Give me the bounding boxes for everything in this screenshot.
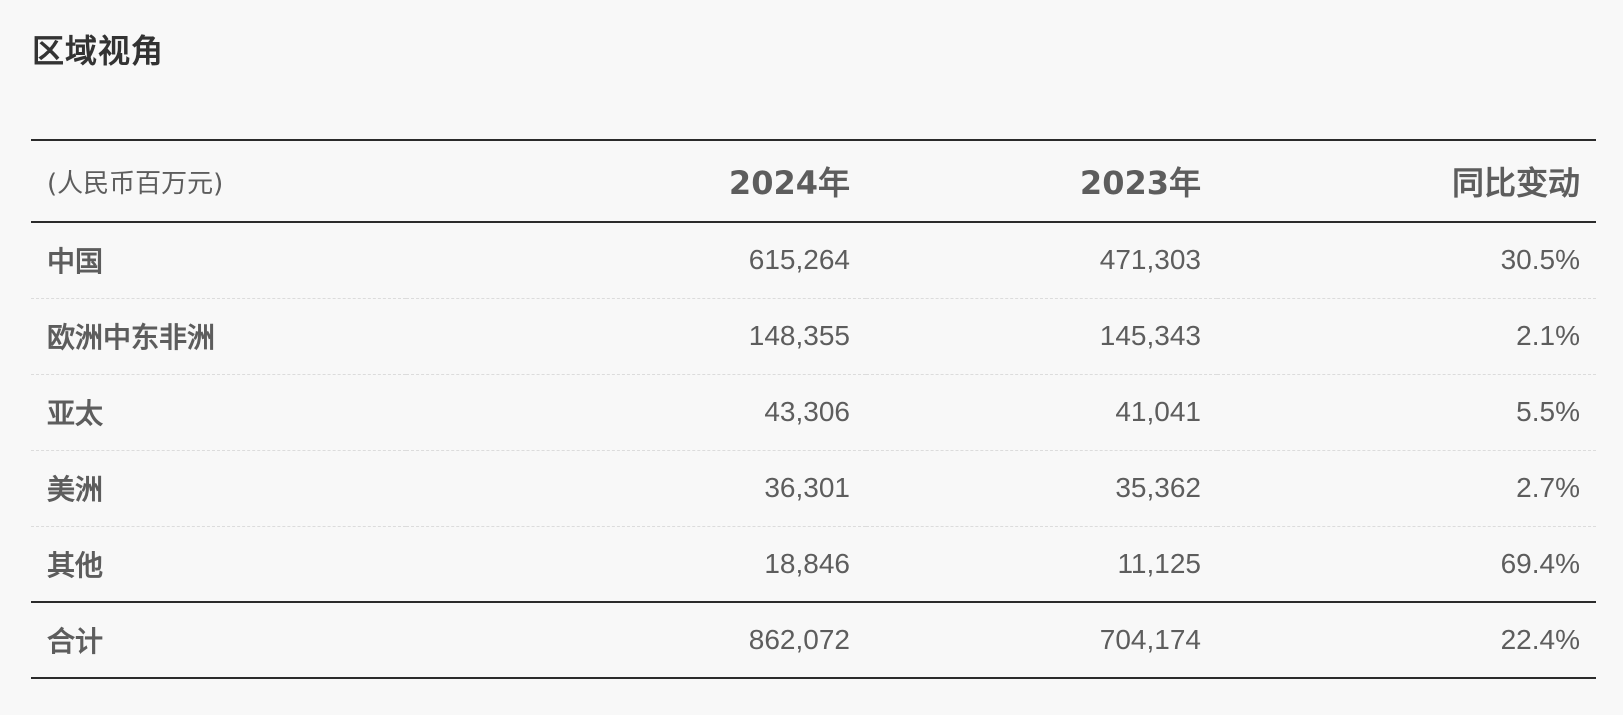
year-2023-header: 2023年 [1079,164,1201,202]
table-row: 欧洲中东非洲 148,355 145,343 2.1% [31,298,1596,374]
table-row: 亚太 43,306 41,041 5.5% [31,374,1596,450]
value-2023: 41,041 [1115,396,1201,427]
value-2023: 11,125 [1117,547,1201,579]
year-2024-header: 2024年 [728,164,850,202]
table-row: 美洲 36,301 35,362 2.7% [31,450,1596,526]
total-label: 合计 [47,625,104,658]
value-2023: 471,303 [1099,244,1201,276]
table-row: 其他 18,846 11,125 69.4% [31,526,1596,602]
value-2024: 615,264 [748,244,850,276]
total-row: 合计 862,072 704,174 22.4% [31,602,1596,678]
value-2024: 43,306 [764,396,850,427]
value-yoy: 69.4% [1500,547,1580,579]
value-yoy: 30.5% [1500,244,1580,276]
value-2023: 145,343 [1099,320,1201,351]
table-row: 中国 615,264 471,303 30.5% [31,222,1596,298]
region-label: 中国 [47,245,104,279]
total-2023: 704,174 [1099,624,1201,655]
region-label: 亚太 [47,397,104,430]
total-2024: 862,072 [748,624,850,655]
yoy-change-header: 同比变动 [1451,164,1580,202]
unit-header: (人民币百万元) [47,168,224,199]
total-yoy: 22.4% [1500,624,1580,655]
page-title: 区域视角 [32,32,165,70]
value-yoy: 2.1% [1516,320,1580,351]
table-header-row: (人民币百万元) 2024年 2023年 同比变动 [31,140,1596,222]
value-2024: 148,355 [748,320,850,351]
value-yoy: 5.5% [1516,396,1580,427]
region-label: 其他 [47,548,104,582]
regional-revenue-table: (人民币百万元) 2024年 2023年 同比变动 中国 615,264 471… [31,139,1596,679]
value-2023: 35,362 [1115,472,1201,503]
value-yoy: 2.7% [1516,472,1580,503]
region-label: 欧洲中东非洲 [47,321,216,354]
region-label: 美洲 [47,473,104,506]
regional-revenue-table-container: (人民币百万元) 2024年 2023年 同比变动 中国 615,264 471… [31,139,1596,679]
value-2024: 18,846 [764,547,850,579]
value-2024: 36,301 [764,472,850,503]
